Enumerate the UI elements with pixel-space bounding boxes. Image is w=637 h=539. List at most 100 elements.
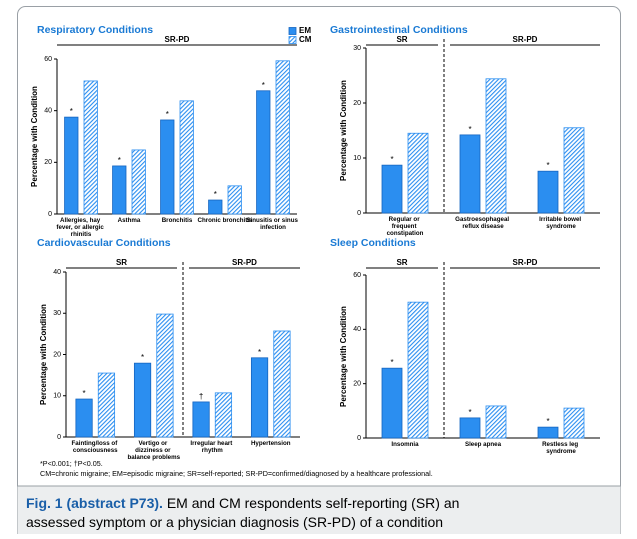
caption-line: Fig. 1 (abstract P73). EM and CM respond… (26, 495, 459, 511)
y-tick-label: 60 (44, 56, 52, 63)
y-tick-label: 0 (48, 211, 52, 218)
y-tick-label: 40 (53, 269, 61, 276)
caption-text: EM and CM respondents self-reporting (SR… (167, 495, 460, 511)
group-label: SR (396, 35, 407, 44)
y-tick-label: 20 (353, 381, 361, 388)
bar (97, 372, 116, 438)
x-tick-label: Vertigo or dizziness or balance problems (127, 440, 180, 461)
y-tick-label: 0 (357, 210, 361, 217)
bar (179, 100, 194, 215)
bar (459, 134, 481, 214)
bar (250, 357, 269, 438)
y-tick-label: 20 (44, 159, 52, 166)
x-tick-label: Gastroesophageal reflux disease (455, 216, 511, 230)
bar (256, 90, 271, 215)
x-tick-label: Insomnia (391, 441, 419, 448)
significance-marker: * (468, 408, 471, 417)
y-tick-label: 20 (353, 100, 361, 107)
footnote: CM=chronic migraine; EM=episodic migrain… (40, 469, 433, 478)
bar (160, 119, 175, 215)
group-label: SR-PD (165, 35, 190, 44)
significance-marker: * (141, 353, 144, 362)
bar (156, 313, 174, 438)
caption-text: assessed symptom or a physician diagnosi… (26, 514, 443, 530)
y-axis-label: Percentage with Condition (339, 306, 348, 407)
bar (407, 132, 429, 214)
bar (275, 60, 290, 215)
chart-title: Gastrointestinal Conditions (330, 24, 468, 36)
y-axis-label: Percentage with Condition (339, 80, 348, 181)
group-label: SR (116, 258, 127, 267)
y-axis-label: Percentage with Condition (39, 304, 48, 405)
bar (75, 398, 93, 438)
significance-marker: * (82, 389, 85, 398)
y-tick-label: 40 (44, 108, 52, 115)
y-tick-label: 0 (57, 434, 61, 441)
y-tick-label: 10 (353, 155, 361, 162)
bar (112, 165, 127, 215)
y-tick-label: 20 (53, 351, 61, 358)
bar (133, 362, 152, 438)
x-tick-label: Hypertension (251, 440, 291, 447)
group-label: SR (396, 258, 407, 267)
group-label: SR-PD (232, 258, 257, 267)
x-tick-label: Restless leg syndrome (542, 441, 580, 455)
legend-label: EM (299, 26, 311, 35)
x-tick-label: Asthma (118, 217, 141, 224)
bar (208, 199, 223, 215)
bar (227, 185, 242, 215)
bar (563, 407, 585, 439)
significance-marker: * (214, 190, 217, 199)
significance-marker: * (258, 348, 261, 357)
x-tick-label: Irritable bowel syndrome (539, 216, 583, 230)
bar (64, 116, 79, 215)
y-tick-label: 0 (357, 435, 361, 442)
bar (407, 301, 429, 439)
footnote: *P<0.001; †P<0.05. (40, 459, 103, 468)
x-tick-label: Bronchitis (162, 217, 193, 224)
bar (537, 426, 559, 439)
significance-marker: * (262, 81, 265, 90)
caption-label: Fig. 1 (abstract P73). (26, 495, 163, 511)
bar (131, 149, 146, 215)
bar (192, 401, 210, 438)
significance-marker: * (390, 155, 393, 164)
significance-marker: * (166, 110, 169, 119)
x-tick-label: Irregular heart rhythm (190, 440, 234, 454)
significance-marker: * (468, 125, 471, 134)
significance-marker: * (70, 107, 73, 116)
bar (273, 330, 291, 438)
figure-frame (17, 6, 621, 539)
y-tick-label: 10 (53, 393, 61, 400)
bar (485, 78, 507, 214)
x-tick-label: Regular or frequent constipation (387, 216, 424, 237)
x-tick-label: Chronic bronchitis (197, 217, 253, 224)
x-tick-label: Sinusitis or sinus infection (246, 217, 299, 231)
significance-marker: * (390, 358, 393, 367)
bar (381, 367, 403, 439)
bar (459, 417, 481, 439)
x-tick-label: Fainting/loss of consciousness (72, 440, 119, 454)
legend-swatch (288, 36, 297, 44)
y-tick-label: 30 (353, 45, 361, 52)
significance-marker: † (199, 392, 203, 401)
bar (381, 164, 403, 214)
group-label: SR-PD (513, 258, 538, 267)
legend-label: CM (299, 35, 312, 44)
group-label: SR-PD (513, 35, 538, 44)
chart-title: Sleep Conditions (330, 237, 416, 249)
y-tick-label: 60 (353, 272, 361, 279)
chart-title: Respiratory Conditions (37, 24, 153, 36)
bar (214, 392, 233, 438)
y-axis-label: Percentage with Condition (30, 86, 39, 187)
y-tick-label: 40 (353, 326, 361, 333)
bar (537, 170, 559, 214)
bar (83, 80, 98, 215)
y-tick-label: 30 (53, 310, 61, 317)
significance-marker: * (118, 156, 121, 165)
significance-marker: * (546, 417, 549, 426)
caption-box (17, 486, 621, 539)
significance-marker: * (546, 161, 549, 170)
